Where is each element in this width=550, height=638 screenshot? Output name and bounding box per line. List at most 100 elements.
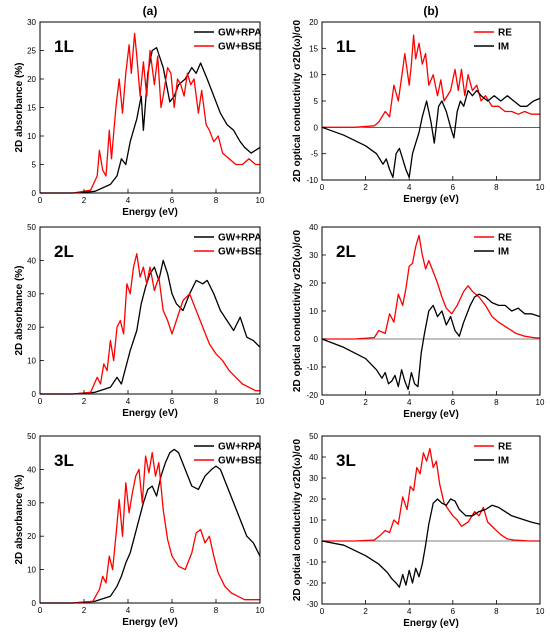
p4-y-tick-label: 20 [27, 532, 36, 541]
p4-y-tick-label: 50 [27, 432, 36, 441]
p3-x-axis-label: Energy (eV) [403, 409, 459, 420]
p0-x-tick-label: 2 [82, 196, 87, 205]
p4-series-gw-bse [40, 452, 260, 604]
p2-y-tick-label: 30 [27, 290, 36, 299]
p2-y-tick-label: 0 [32, 390, 37, 399]
p3-x-tick-label: 2 [363, 398, 368, 407]
p0-y-tick-label: 20 [27, 75, 36, 84]
p0-y-tick-label: 15 [27, 104, 36, 113]
p4-y-tick-label: 30 [27, 499, 36, 508]
p4-y-tick-label: 10 [27, 566, 36, 575]
p0-series-gw-rpa [40, 47, 261, 194]
p3-y-tick-label: -20 [306, 391, 318, 400]
p3-series-re [322, 234, 541, 340]
p1-legend-label: IM [498, 42, 509, 53]
p0-y-tick-label: 25 [27, 47, 36, 56]
p1-x-tick-label: 10 [536, 183, 545, 192]
p5-y-tick-label: -10 [306, 558, 318, 567]
column-label-b: (b) [423, 4, 438, 18]
p1-y-tick-label: 10 [309, 71, 318, 80]
p1-y-axis-label: 2D optical conductivity σ2D(ω)/σ0 [292, 19, 303, 182]
p2-panel-label: 2L [54, 242, 74, 261]
p0-x-axis-label: Energy (eV) [122, 207, 178, 218]
p1-y-tick-label: 15 [309, 44, 318, 53]
p4-plot-frame [39, 435, 261, 604]
p4-legend-label: GW+RPA [218, 442, 261, 453]
p5-x-tick-label: 10 [536, 607, 545, 616]
p5-legend-label: RE [498, 442, 512, 453]
p5-y-axis-label: 2D optical conductivity σ2D(ω)/σ0 [292, 438, 303, 601]
p3-y-axis-label: 2D optical conductivity σ2D(ω)/σ0 [292, 229, 303, 392]
p3-x-tick-label: 0 [320, 398, 325, 407]
panel-1l-conductivity: 0 2 4 6 8 10 -10 -5 0 5 10 15 20 Energy (eV) 2D optica… [292, 18, 545, 205]
p5-legend-label: IM [498, 456, 509, 467]
p5-y-tick-label: -20 [306, 579, 318, 588]
p5-y-tick-label: 40 [309, 453, 318, 462]
p3-x-tick-label: 8 [494, 398, 499, 407]
column-label-a: (a) [143, 4, 158, 18]
p2-x-tick-label: 2 [82, 397, 87, 406]
p1-y-tick-label: 20 [309, 18, 318, 27]
p5-x-tick-label: 0 [320, 607, 325, 616]
p4-x-axis-label: Energy (eV) [122, 617, 178, 628]
p1-y-tick-label: -5 [311, 150, 319, 159]
p0-y-tick-label: 5 [32, 161, 37, 170]
p4-y-axis-label: 2D absorbance (%) [14, 474, 25, 564]
p2-legend-label: GW+RPA [218, 233, 261, 244]
p1-x-tick-label: 6 [451, 183, 456, 192]
p5-x-tick-label: 4 [407, 607, 412, 616]
p1-series-re [322, 34, 540, 128]
p5-x-tick-label: 6 [451, 607, 456, 616]
p5-x-axis-label: Energy (eV) [403, 618, 459, 629]
p4-x-tick-label: 10 [256, 606, 265, 615]
p5-y-tick-label: 10 [309, 516, 318, 525]
p0-y-tick-label: 0 [32, 189, 37, 198]
p5-series-im [321, 498, 541, 588]
p4-y-tick-label: 40 [27, 465, 36, 474]
p1-series-im [321, 89, 541, 179]
p0-series-gw-bse [40, 32, 260, 194]
p2-y-tick-label: 20 [27, 323, 36, 332]
p0-panel-label: 1L [54, 37, 74, 56]
p2-x-tick-label: 8 [214, 397, 219, 406]
p4-y-tick-label: 0 [32, 599, 37, 608]
p3-y-tick-label: 20 [309, 279, 318, 288]
p3-y-tick-label: 0 [314, 335, 319, 344]
p5-y-tick-label: -30 [306, 600, 318, 609]
p2-y-tick-label: 10 [27, 357, 36, 366]
p0-y-tick-label: 30 [27, 18, 36, 27]
p5-x-tick-label: 2 [363, 607, 368, 616]
p3-series-im [321, 293, 541, 391]
p2-x-tick-label: 0 [38, 397, 43, 406]
p1-panel-label: 1L [336, 37, 356, 56]
p1-x-tick-label: 0 [320, 183, 325, 192]
panel-2l-conductivity: 0 2 4 6 8 10 -20 -10 0 10 20 30 40 Energy (eV) 2D opti… [292, 223, 545, 420]
p2-legend-label: GW+BSE [218, 247, 262, 258]
panel-2l-absorbance: 0 2 4 6 8 10 0 10 20 30 40 50 Energy (eV) 2D absorban… [14, 223, 265, 419]
p4-x-tick-label: 8 [214, 606, 219, 615]
p1-y-tick-label: -10 [306, 176, 318, 185]
p3-y-tick-label: 40 [309, 223, 318, 232]
p0-x-tick-label: 8 [214, 196, 219, 205]
p4-x-tick-label: 0 [38, 606, 43, 615]
p1-legend-label: RE [498, 28, 512, 39]
p0-x-tick-label: 10 [256, 196, 265, 205]
p3-panel-label: 2L [336, 242, 356, 261]
p4-series-gw-rpa [40, 448, 261, 604]
p4-legend-label: GW+BSE [218, 456, 262, 467]
p0-x-tick-label: 4 [126, 196, 131, 205]
p4-x-tick-label: 2 [82, 606, 87, 615]
p2-y-tick-label: 40 [27, 256, 36, 265]
p0-x-tick-label: 0 [38, 196, 43, 205]
p5-x-tick-label: 8 [494, 607, 499, 616]
p0-y-axis-label: 2D absorbance (%) [14, 62, 25, 152]
p5-y-tick-label: 0 [314, 537, 319, 546]
p4-panel-label: 3L [54, 451, 74, 470]
p3-x-tick-label: 6 [451, 398, 456, 407]
p3-y-tick-label: 30 [309, 251, 318, 260]
p0-y-tick-label: 10 [27, 132, 36, 141]
p1-x-tick-label: 2 [363, 183, 368, 192]
p3-y-tick-label: 10 [309, 307, 318, 316]
p2-x-tick-label: 10 [256, 397, 265, 406]
p2-x-axis-label: Energy (eV) [122, 408, 178, 419]
